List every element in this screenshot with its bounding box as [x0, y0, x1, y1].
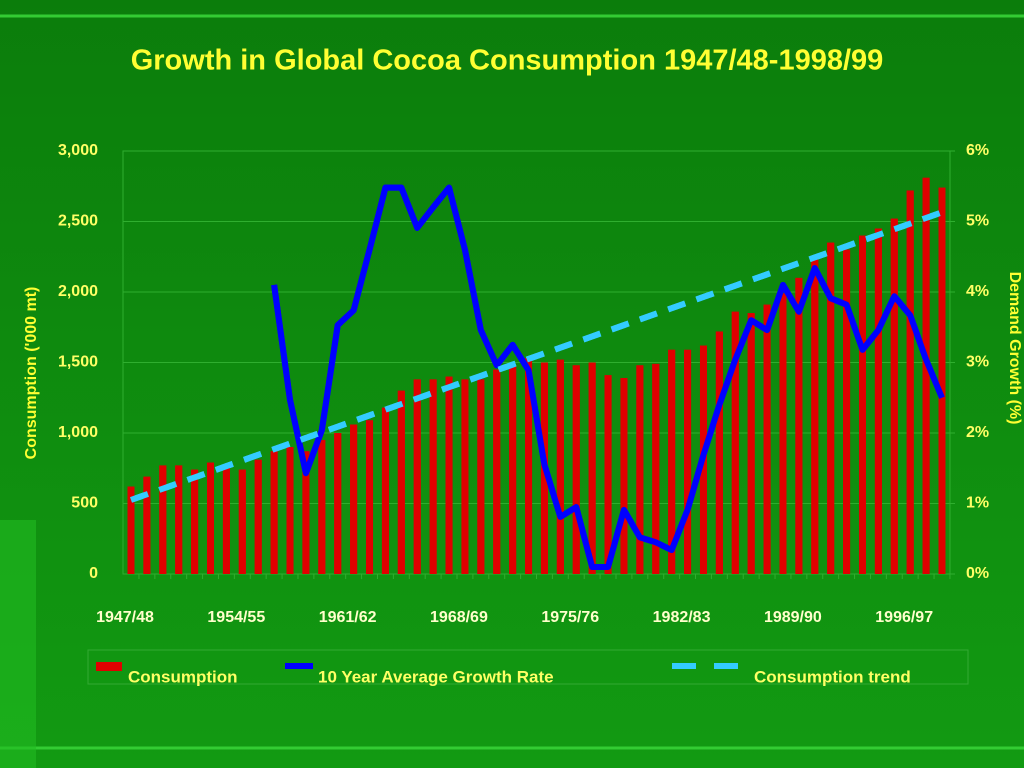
bar — [684, 349, 692, 574]
bar — [429, 379, 437, 574]
y-tick-label: 1,000 — [58, 424, 98, 441]
trend-line — [129, 209, 944, 503]
bar — [715, 331, 723, 574]
y-tick-label: 2,000 — [58, 283, 98, 300]
bar — [509, 365, 517, 574]
bar — [254, 459, 262, 574]
bar — [572, 365, 580, 574]
bar — [445, 376, 453, 574]
bar — [525, 358, 533, 574]
bar — [143, 476, 151, 574]
bar — [843, 249, 851, 574]
x-tick-label: 1989/90 — [764, 609, 822, 626]
bar — [397, 390, 405, 574]
bar — [381, 407, 389, 574]
bar — [461, 379, 469, 574]
bar — [827, 242, 835, 574]
bar — [731, 311, 739, 574]
legend-label: Consumption trend — [754, 667, 911, 686]
bar — [222, 466, 230, 574]
bar — [652, 363, 660, 574]
bar — [588, 362, 596, 574]
bar — [874, 228, 882, 575]
bar — [127, 486, 135, 574]
bar — [906, 190, 914, 575]
y-tick-label: 500 — [71, 495, 98, 512]
y2-tick-label: 2% — [966, 424, 989, 441]
bar — [413, 379, 421, 574]
x-tick-label: 1961/62 — [319, 609, 377, 626]
y2-tick-label: 0% — [966, 565, 989, 582]
bar — [207, 462, 215, 574]
y2-tick-label: 4% — [966, 283, 989, 300]
legend-label: Consumption — [128, 667, 238, 686]
bar — [493, 369, 501, 574]
x-tick-label: 1968/69 — [430, 609, 488, 626]
legend-swatch — [96, 662, 122, 671]
bar — [286, 447, 294, 574]
y2-tick-label: 1% — [966, 495, 989, 512]
bar — [238, 469, 246, 574]
bar — [811, 259, 819, 574]
bar — [334, 433, 342, 574]
bar — [270, 451, 278, 574]
bar — [350, 424, 358, 574]
y2-tick-label: 5% — [966, 213, 989, 230]
chart-title: Growth in Global Cocoa Consumption 1947/… — [131, 45, 884, 77]
bar — [477, 379, 485, 574]
bar — [620, 378, 628, 574]
bar — [858, 235, 866, 574]
bar — [922, 177, 930, 575]
bar — [159, 465, 167, 574]
bar — [890, 218, 898, 574]
bar — [366, 420, 374, 574]
growth-line — [271, 184, 945, 570]
bar — [302, 451, 310, 574]
x-tick-label: 1954/55 — [207, 609, 265, 626]
y2-tick-label: 3% — [966, 354, 989, 371]
x-tick-label: 1996/97 — [875, 609, 933, 626]
bar — [795, 277, 803, 574]
bar — [318, 440, 326, 574]
y-tick-label: 3,000 — [58, 142, 98, 159]
y-tick-label: 1,500 — [58, 354, 98, 371]
bar — [636, 365, 644, 574]
bar — [604, 375, 612, 574]
bar — [747, 313, 755, 574]
x-tick-label: 1947/48 — [96, 609, 154, 626]
bar — [556, 359, 564, 574]
y2-tick-label: 6% — [966, 142, 989, 159]
bar — [779, 293, 787, 574]
bar — [175, 465, 183, 574]
x-tick-label: 1982/83 — [653, 609, 711, 626]
y-tick-label: 0 — [89, 565, 98, 582]
y-axis-label: Consumption ('000 mt) — [23, 287, 40, 460]
legend-label: 10 Year Average Growth Rate — [318, 667, 554, 686]
legend-box — [87, 649, 969, 685]
x-tick-label: 1975/76 — [541, 609, 599, 626]
bar — [763, 304, 771, 574]
bar — [938, 187, 946, 574]
deco — [0, 520, 36, 768]
y2-axis-label: Demand Growth (%) — [1006, 272, 1023, 425]
bar — [191, 469, 199, 574]
y-tick-label: 2,500 — [58, 213, 98, 230]
bar — [668, 349, 676, 574]
